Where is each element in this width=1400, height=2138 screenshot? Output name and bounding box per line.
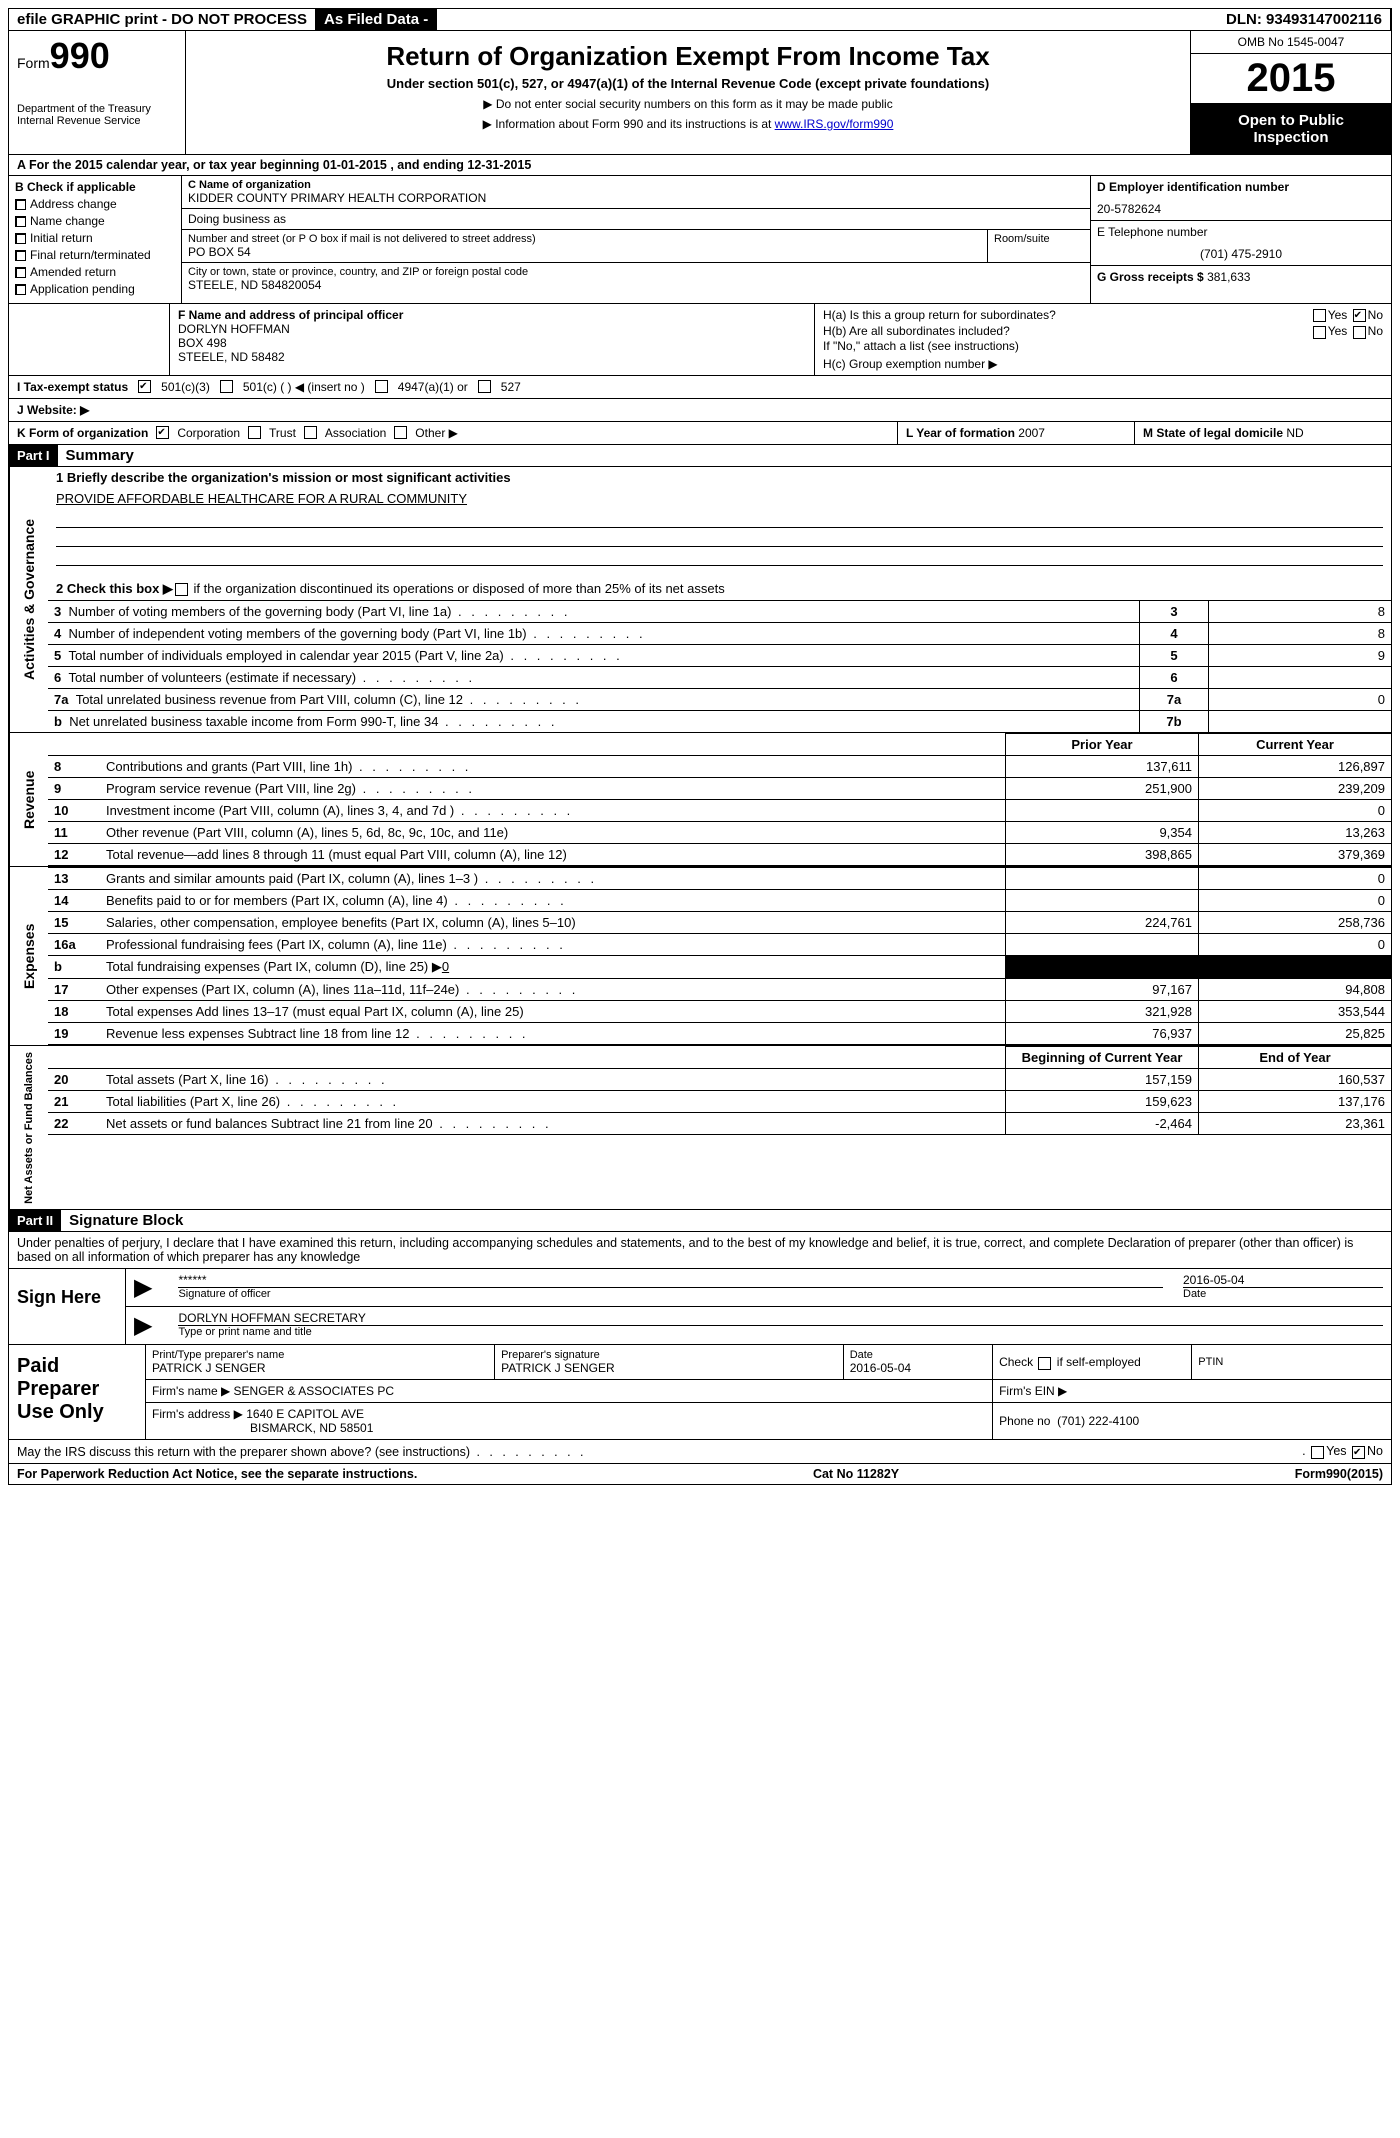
form-title-block: Return of Organization Exempt From Incom… <box>186 31 1191 154</box>
col-b-checkboxes: B Check if applicable Address change Nam… <box>9 176 182 303</box>
preparer-table: Print/Type preparer's namePATRICK J SENG… <box>146 1345 1391 1439</box>
org-street: PO BOX 54 <box>188 245 981 259</box>
website-row: J Website: ▶ <box>8 399 1392 422</box>
tax-exempt-status: I Tax-exempt status 501(c)(3) 501(c) ( )… <box>8 376 1392 399</box>
group-return-block: H(a) Is this a group return for subordin… <box>815 304 1391 375</box>
gross-receipts: 381,633 <box>1207 270 1250 284</box>
phone: (701) 475-2910 <box>1097 247 1385 261</box>
chk-initial-return[interactable]: Initial return <box>15 231 175 245</box>
expenses-block: Expenses 13Grants and similar amounts pa… <box>8 867 1392 1046</box>
chk-irs-no[interactable] <box>1352 1446 1365 1459</box>
perjury-declaration: Under penalties of perjury, I declare th… <box>8 1232 1392 1269</box>
side-expenses: Expenses <box>9 867 48 1045</box>
principal-officer: F Name and address of principal officer … <box>170 304 815 375</box>
col-d-ids: D Employer identification number 20-5782… <box>1090 176 1391 303</box>
may-irs-discuss: May the IRS discuss this return with the… <box>8 1440 1392 1463</box>
paid-preparer-block: Paid Preparer Use Only Print/Type prepar… <box>8 1345 1392 1440</box>
chk-trust[interactable] <box>248 426 261 439</box>
chk-name-change[interactable]: Name change <box>15 214 175 228</box>
revenue-table: Prior YearCurrent Year 8Contributions an… <box>48 733 1391 866</box>
chk-final-return[interactable]: Final return/terminated <box>15 248 175 262</box>
expenses-table: 13Grants and similar amounts paid (Part … <box>48 867 1391 1045</box>
efile-topbar: efile GRAPHIC print - DO NOT PROCESS As … <box>8 8 1392 31</box>
org-info-grid: B Check if applicable Address change Nam… <box>8 176 1392 304</box>
row-a-taxyear: A For the 2015 calendar year, or tax yea… <box>8 155 1392 176</box>
form-note1: ▶ Do not enter social security numbers o… <box>194 97 1182 111</box>
tax-year: 2015 <box>1191 54 1391 104</box>
mission-text: PROVIDE AFFORDABLE HEALTHCARE FOR A RURA… <box>48 488 1391 509</box>
sign-here-block: Sign Here ▶ ****** Signature of officer … <box>8 1269 1392 1345</box>
form-header: Form990 Department of the Treasury Inter… <box>8 31 1392 155</box>
side-activities: Activities & Governance <box>9 467 48 732</box>
part-ii-header: Part II Signature Block <box>8 1210 1392 1232</box>
efile-label: efile GRAPHIC print - DO NOT PROCESS <box>9 9 316 30</box>
officer-row: F Name and address of principal officer … <box>8 304 1392 376</box>
side-net-assets: Net Assets or Fund Balances <box>9 1046 48 1210</box>
form-title: Return of Organization Exempt From Incom… <box>194 41 1182 72</box>
chk-501c3[interactable] <box>138 380 151 393</box>
arrow-icon: ▶ <box>134 1311 152 1340</box>
chk-application-pending[interactable]: Application pending <box>15 282 175 296</box>
chk-501c[interactable] <box>220 380 233 393</box>
chk-corporation[interactable] <box>156 426 169 439</box>
chk-4947[interactable] <box>375 380 388 393</box>
omb-no: OMB No 1545-0047 <box>1191 31 1391 54</box>
chk-address-change[interactable]: Address change <box>15 197 175 211</box>
chk-association[interactable] <box>304 426 317 439</box>
col-c-org: C Name of organization KIDDER COUNTY PRI… <box>182 176 1090 303</box>
asfiled-label: As Filed Data - <box>316 9 437 30</box>
chk-amended-return[interactable]: Amended return <box>15 265 175 279</box>
form-subtitle: Under section 501(c), 527, or 4947(a)(1)… <box>194 76 1182 91</box>
org-city: STEELE, ND 584820054 <box>188 278 1084 292</box>
footer: For Paperwork Reduction Act Notice, see … <box>8 1464 1392 1485</box>
year-block: OMB No 1545-0047 2015 Open to Public Ins… <box>1191 31 1391 154</box>
chk-irs-yes[interactable] <box>1311 1446 1324 1459</box>
form-note2: ▶ Information about Form 990 and its ins… <box>194 117 1182 131</box>
ein: 20-5782624 <box>1097 202 1385 216</box>
org-name: KIDDER COUNTY PRIMARY HEALTH CORPORATION <box>188 191 1084 205</box>
net-assets-block: Net Assets or Fund Balances Beginning of… <box>8 1046 1392 1211</box>
chk-self-employed[interactable] <box>1038 1357 1051 1370</box>
chk-discontinued[interactable] <box>175 583 188 596</box>
net-assets-table: Beginning of Current YearEnd of Year 20T… <box>48 1046 1391 1135</box>
governance-table: 3 Number of voting members of the govern… <box>48 600 1391 732</box>
dln: DLN: 93493147002116 <box>1218 9 1391 30</box>
irs-link[interactable]: www.IRS.gov/form990 <box>775 117 894 131</box>
form-of-org-row: K Form of organization Corporation Trust… <box>8 422 1392 445</box>
chk-other[interactable] <box>394 426 407 439</box>
arrow-icon: ▶ <box>134 1273 152 1302</box>
part-i-header: Part I Summary <box>8 445 1392 467</box>
side-revenue: Revenue <box>9 733 48 866</box>
activities-governance-block: Activities & Governance 1 Briefly descri… <box>8 467 1392 733</box>
chk-527[interactable] <box>478 380 491 393</box>
revenue-block: Revenue Prior YearCurrent Year 8Contribu… <box>8 733 1392 867</box>
form-id-block: Form990 Department of the Treasury Inter… <box>9 31 186 154</box>
open-to-public: Open to Public Inspection <box>1191 104 1391 154</box>
